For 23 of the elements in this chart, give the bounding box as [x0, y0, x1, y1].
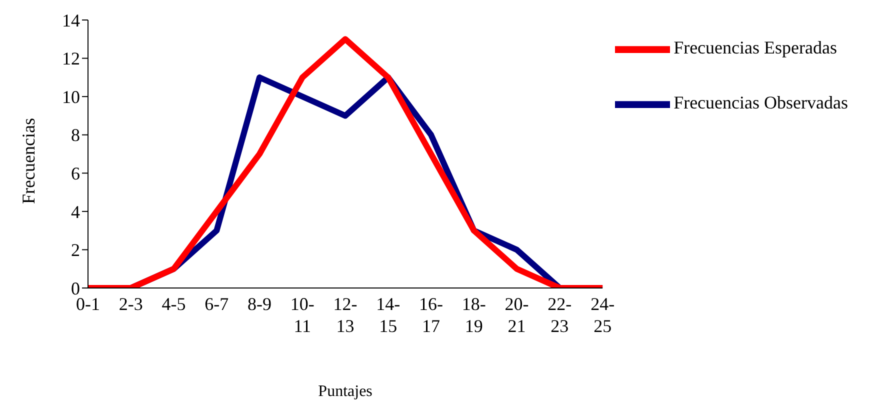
y-tick-label: 6: [71, 164, 80, 184]
y-tick-label: 8: [71, 125, 80, 146]
x-tick-label: 2-3: [118, 294, 143, 314]
y-axis-title: Frecuencias: [18, 118, 38, 204]
x-tick-label: 8-9: [248, 294, 272, 314]
x-tick-label: 16-17: [419, 294, 444, 336]
x-tick-label: 18-19: [462, 294, 486, 336]
x-tick-label: 20-21: [504, 294, 529, 336]
y-tick-label: 2: [71, 240, 80, 260]
y-tick-label: 14: [62, 10, 80, 30]
x-tick-label: 12-13: [333, 294, 358, 336]
x-axis-title: Puntajes: [318, 383, 372, 400]
legend-label: Frecuencias Esperadas: [674, 38, 837, 58]
x-tick-label: 24-25: [590, 294, 615, 336]
x-tick-label: 10-11: [290, 294, 314, 336]
x-tick-label: 6-7: [204, 294, 229, 314]
y-tick-label: 10: [62, 86, 80, 107]
y-tick-label: 12: [62, 48, 80, 69]
x-tick-label: 14-15: [376, 294, 400, 336]
x-tick-label: 22-23: [548, 294, 572, 336]
x-tick-label: 4-5: [162, 294, 186, 314]
legend-label: Frecuencias Observadas: [674, 92, 848, 113]
y-tick-label: 4: [71, 202, 80, 222]
